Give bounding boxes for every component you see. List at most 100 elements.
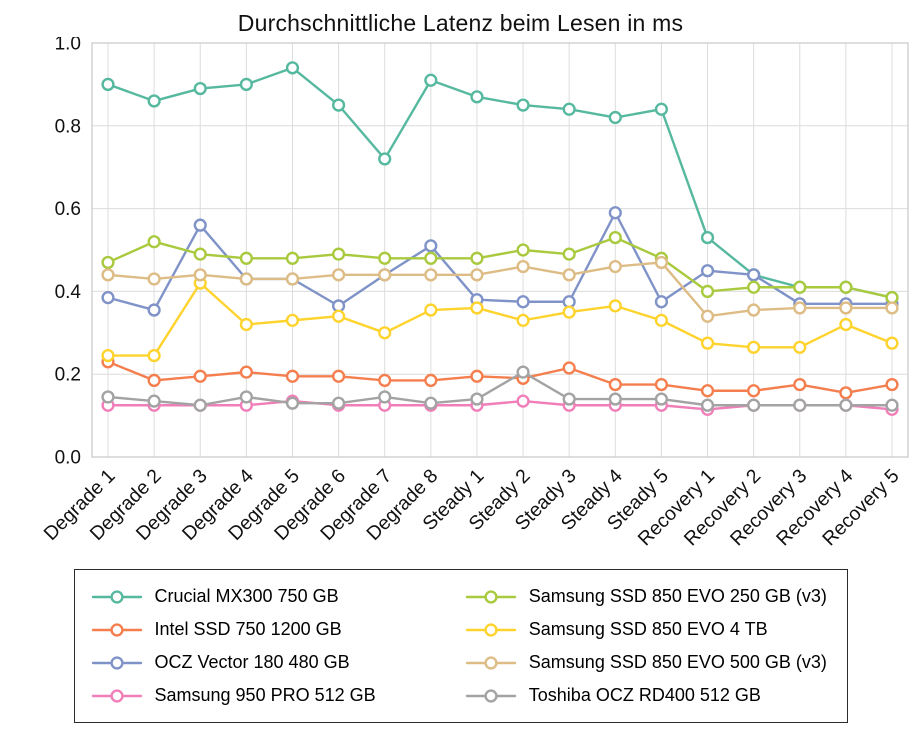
- series-marker: [424, 268, 438, 282]
- series-marker: [839, 398, 853, 412]
- series-line: [106, 370, 894, 407]
- series-marker: [608, 206, 622, 220]
- series-line: [106, 261, 894, 318]
- series-marker: [193, 268, 207, 282]
- series-marker: [378, 326, 392, 340]
- series-marker: [793, 301, 807, 315]
- series-marker: [562, 392, 576, 406]
- series-marker: [239, 77, 253, 92]
- y-tick-label: 0.2: [55, 365, 81, 386]
- series-marker: [839, 317, 853, 332]
- series-marker: [378, 390, 392, 404]
- plot-border: [91, 42, 909, 458]
- legend-item: Samsung SSD 850 EVO 250 GB (v3): [465, 586, 831, 607]
- series-marker: [747, 398, 761, 412]
- series-toshiba-ocz-rd400-512-gb: [101, 365, 899, 412]
- series-marker: [285, 272, 300, 286]
- series-marker: [885, 301, 899, 315]
- series-line: [106, 360, 894, 395]
- legend-item: Intel SSD 750 1200 GB: [91, 619, 439, 640]
- legend-marker-icon: [91, 589, 142, 604]
- series-marker: [239, 251, 253, 265]
- series-marker: [101, 268, 115, 282]
- series-marker: [239, 317, 253, 332]
- series-marker: [562, 247, 576, 261]
- series-marker: [516, 365, 530, 379]
- series-marker: [285, 369, 300, 383]
- series-marker: [193, 218, 207, 232]
- series-marker: [516, 98, 530, 112]
- series-marker: [470, 268, 484, 282]
- series-marker: [101, 291, 115, 305]
- series-marker: [839, 280, 853, 294]
- legend-label: Crucial MX300 750 GB: [154, 586, 339, 606]
- series-marker: [285, 251, 300, 265]
- series-marker: [700, 284, 715, 299]
- series-marker: [285, 396, 300, 410]
- legend-item: Samsung SSD 850 EVO 4 TB: [465, 619, 831, 640]
- series-marker: [147, 394, 161, 408]
- series-marker: [562, 268, 576, 282]
- series-line: [106, 281, 894, 357]
- series-marker: [654, 295, 669, 309]
- series-marker: [747, 340, 761, 354]
- series-marker: [747, 384, 761, 398]
- series-crucial-mx300-750-gb: [101, 61, 899, 305]
- series-samsung-ssd-850-evo-250-gb-v3: [101, 230, 899, 305]
- series-marker: [239, 272, 253, 286]
- series-marker: [885, 336, 899, 350]
- series-marker: [747, 268, 761, 282]
- series-marker: [885, 398, 899, 412]
- series-marker: [470, 369, 484, 383]
- series-marker: [193, 247, 207, 261]
- legend-item: Samsung 950 PRO 512 GB: [91, 685, 439, 706]
- series-marker: [608, 377, 622, 392]
- series-marker: [885, 377, 899, 392]
- legend-marker-icon: [465, 655, 516, 670]
- y-tick-label: 0.8: [55, 116, 81, 137]
- series-marker: [147, 348, 161, 363]
- series-marker: [285, 61, 300, 75]
- legend-label: Intel SSD 750 1200 GB: [154, 619, 342, 639]
- series-marker: [101, 390, 115, 404]
- series-marker: [700, 309, 715, 323]
- series-marker: [424, 396, 438, 410]
- legend-item: Crucial MX300 750 GB: [91, 586, 439, 607]
- series-marker: [147, 303, 161, 317]
- series-marker: [378, 152, 392, 166]
- series-samsung-ssd-850-evo-500-gb-v3: [101, 255, 899, 323]
- series-ocz-vector-180-480-gb: [101, 206, 899, 317]
- legend-marker-icon: [91, 622, 142, 637]
- series-marker: [654, 392, 669, 406]
- series-marker: [101, 255, 115, 270]
- series-marker: [562, 361, 576, 375]
- series-marker: [608, 299, 622, 313]
- series-marker: [193, 369, 207, 383]
- series-marker: [331, 268, 346, 282]
- series-marker: [101, 348, 115, 363]
- series-marker: [654, 313, 669, 327]
- series-marker: [331, 396, 346, 410]
- series-marker: [285, 313, 300, 327]
- series-marker: [378, 373, 392, 388]
- series-marker: [839, 301, 853, 315]
- series-marker: [700, 384, 715, 398]
- series-marker: [700, 230, 715, 245]
- series-line: [106, 66, 894, 299]
- series-marker: [793, 377, 807, 392]
- series-marker: [424, 303, 438, 317]
- y-tick-label: 1.0: [55, 37, 81, 55]
- series-marker: [516, 295, 530, 309]
- series-marker: [239, 390, 253, 404]
- series-marker: [147, 373, 161, 388]
- series-marker: [562, 305, 576, 319]
- y-tick-label: 0.6: [55, 199, 81, 220]
- series-marker: [747, 280, 761, 294]
- series-marker: [654, 102, 669, 116]
- y-tick-label: 0.4: [55, 282, 82, 303]
- series-marker: [331, 247, 346, 261]
- series-marker: [516, 394, 530, 408]
